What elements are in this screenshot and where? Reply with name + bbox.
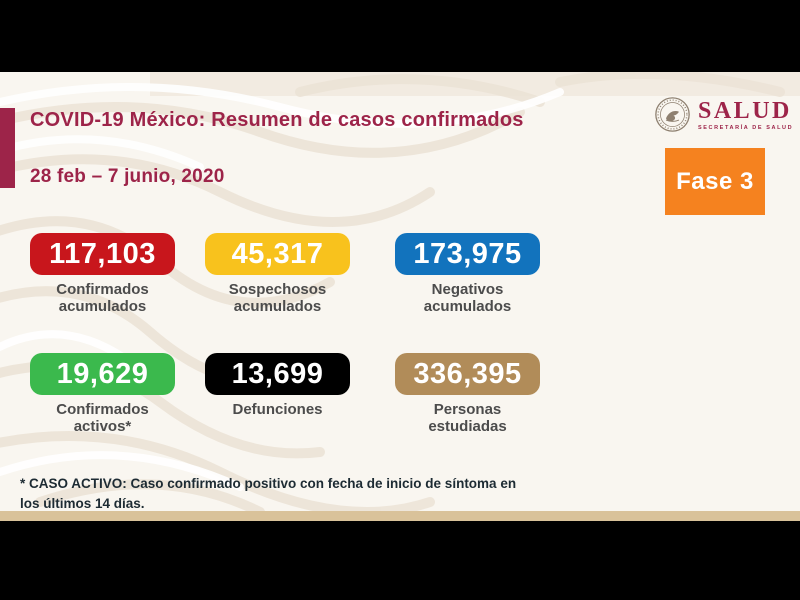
slide: COVID-19 México: Resumen de casos confir…: [0, 72, 800, 511]
date-range: 28 feb – 7 junio, 2020: [30, 166, 225, 187]
bottom-tan-strip: [0, 511, 800, 521]
stat-label: Personas estudiadas: [428, 401, 507, 436]
logo-subtitle: SECRETARÍA DE SALUD: [698, 124, 794, 131]
stat-card-personas-estudiadas: 336,395 Personas estudiadas: [395, 353, 540, 436]
stat-value: 173,975: [395, 233, 540, 275]
stat-card-defunciones: 13,699 Defunciones: [205, 353, 350, 418]
logo-text: SALUD SECRETARÍA DE SALUD: [698, 99, 793, 131]
stat-card-negativos-acumulados: 173,975 Negativos acumulados: [395, 233, 540, 316]
salud-logo: SALUD SECRETARÍA DE SALUD: [654, 96, 793, 133]
stat-value: 336,395: [395, 353, 540, 395]
stat-value: 117,103: [30, 233, 175, 275]
logo-wordmark: SALUD: [698, 97, 792, 124]
stat-label: Defunciones: [232, 401, 323, 418]
mexico-eagle-seal-icon: [655, 97, 690, 132]
stat-card-sospechosos-acumulados: 45,317 Sospechosos acumulados: [205, 233, 350, 316]
stat-label: Negativos acumulados: [423, 281, 512, 316]
stat-label: Sospechosos acumulados: [228, 281, 327, 316]
stat-label: Confirmados activos*: [56, 401, 149, 436]
footnote: * CASO ACTIVO: Caso confirmado positivo …: [20, 476, 517, 511]
letterbox-bottom: [0, 521, 800, 600]
letterbox-top: [0, 0, 800, 72]
page-title: COVID-19 México: Resumen de casos confir…: [30, 109, 524, 131]
stat-value: 13,699: [205, 353, 350, 395]
title-accent-bar: [0, 108, 15, 188]
stat-card-confirmados-acumulados: 117,103 Confirmados acumulados: [30, 233, 175, 316]
stat-card-confirmados-activos: 19,629 Confirmados activos*: [30, 353, 175, 436]
stat-label: Confirmados acumulados: [56, 281, 149, 316]
stat-value: 19,629: [30, 353, 175, 395]
phase-badge: Fase 3: [665, 148, 765, 215]
stat-value: 45,317: [205, 233, 350, 275]
